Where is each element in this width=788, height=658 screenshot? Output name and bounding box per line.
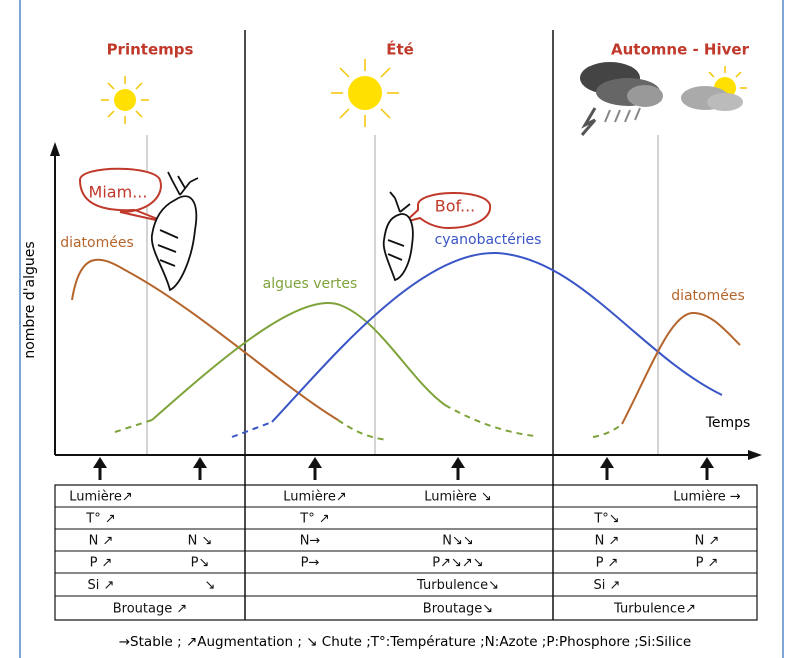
table-cell: N ↗ — [695, 534, 720, 549]
season-title: Automne - Hiver — [611, 41, 750, 59]
table-cell: P ↗ — [696, 556, 719, 571]
table-cell: N→ — [300, 534, 321, 549]
up-arrow — [93, 457, 714, 480]
table-cell: Broutage ↗ — [113, 602, 188, 617]
axes — [50, 142, 762, 460]
table-cell: N↘↘ — [442, 534, 474, 549]
curves — [71, 251, 741, 441]
table-cell: P↘ — [191, 556, 210, 571]
season-title: Printemps — [107, 41, 194, 59]
table-cell: N ↘ — [188, 534, 213, 549]
table-cell: Lumière↗ — [69, 490, 132, 505]
factor-table — [54, 484, 758, 621]
table-cell: Si ↗ — [594, 578, 621, 593]
season-title: Été — [386, 40, 414, 59]
bird-icon — [151, 171, 414, 292]
table-cell: T° ↗ — [85, 512, 115, 527]
curve-label: diatomées — [60, 235, 134, 251]
cloud-icon — [580, 62, 743, 136]
curve-label: algues vertes — [263, 276, 358, 292]
table-cell: Lumière → — [673, 490, 741, 505]
table-cell: Lumière ↘ — [424, 490, 492, 505]
table-cell: N ↗ — [595, 534, 620, 549]
table-cell: Si ↗ — [88, 578, 115, 593]
speech-bubble — [78, 167, 492, 230]
curve-label: cyanobactéries — [435, 232, 542, 248]
table-cell: P ↗ — [90, 556, 113, 571]
table-cell: N ↗ — [89, 534, 114, 549]
y-axis-label: nombre d'algues — [22, 241, 38, 358]
table-cell: T° ↗ — [299, 512, 329, 527]
table-cell: P↗↘↗↘ — [432, 556, 483, 571]
x-axis-label: Temps — [705, 415, 751, 431]
bubble-text: Bof... — [435, 197, 476, 216]
table-cell: P→ — [301, 556, 320, 571]
table-cell: ↘ — [205, 578, 216, 593]
table-cell: Turbulence↗ — [613, 602, 696, 617]
table-cell: T°↘ — [593, 512, 619, 527]
table-cell: Lumière↗ — [283, 490, 346, 505]
legend: →Stable ; ↗Augmentation ; ↘ Chute ;T°:Te… — [119, 634, 691, 650]
bubble-text: Miam... — [89, 183, 148, 202]
curve-label: diatomées — [671, 288, 745, 304]
table-cell: Turbulence↘ — [416, 578, 499, 593]
table-cell: P ↗ — [596, 556, 619, 571]
table-cell: Broutage↘ — [423, 602, 493, 617]
